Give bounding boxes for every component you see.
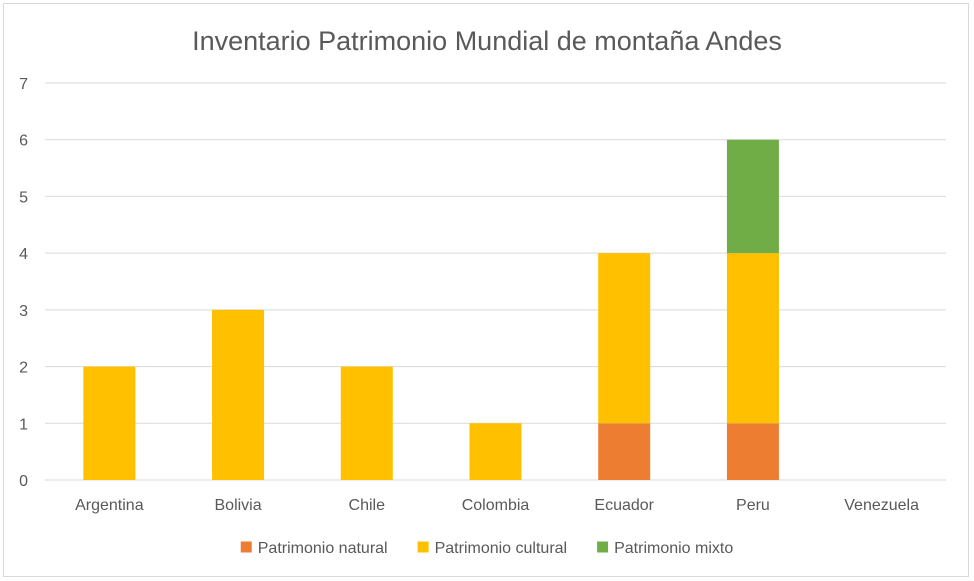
bar-segment [726,423,779,480]
x-tick-label: Colombia [462,497,530,514]
y-tick-label: 2 [19,360,28,377]
gridlines [45,82,946,481]
x-tick-label: Bolivia [215,497,262,514]
legend-label: Patrimonio cultural [435,540,568,557]
y-axis-ticks: 0 1 2 3 4 5 6 7 [19,76,28,490]
legend-swatch [417,541,429,553]
y-tick-label: 5 [19,189,28,206]
bars [83,139,779,480]
y-tick-label: 3 [19,303,28,320]
chart-title: Inventario Patrimonio Mundial de montaña… [192,26,782,56]
bar-segment [726,139,779,254]
y-tick-label: 7 [19,76,28,93]
legend-label: Patrimonio natural [258,540,388,557]
bar-segment [340,366,393,480]
x-tick-label: Venezuela [844,497,919,514]
bar-segment [598,423,651,480]
x-tick-label: Ecuador [594,497,654,514]
x-tick-label: Chile [349,497,386,514]
x-axis-ticks: Argentina Bolivia Chile Colombia Ecuador Peru… [75,497,919,514]
x-tick-label: Peru [736,497,770,514]
legend-label: Patrimonio mixto [614,540,733,557]
legend: Patrimonio natural Patrimonio cultural Pat… [240,540,733,557]
legend-item: Patrimonio natural [240,540,388,557]
legend-swatch [597,541,609,553]
bar-segment [726,253,779,424]
bar-segment [469,423,522,480]
y-tick-label: 0 [19,473,28,490]
y-tick-label: 1 [19,416,28,433]
x-tick-label: Argentina [75,497,144,514]
bar-segment [83,366,136,480]
chart-frame [3,3,969,577]
legend-item: Patrimonio cultural [417,540,568,557]
y-tick-label: 6 [19,133,28,150]
bar-segment [598,253,651,424]
bar-segment [212,309,265,480]
legend-item: Patrimonio mixto [597,540,733,557]
y-tick-label: 4 [19,246,28,263]
legend-swatch [240,541,252,553]
